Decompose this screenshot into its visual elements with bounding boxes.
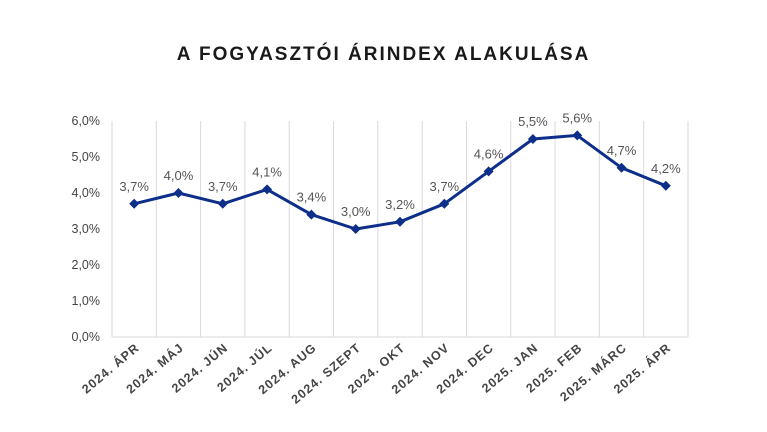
data-label: 4,7% [607, 143, 637, 158]
chart-title: A FOGYASZTÓI ÁRINDEX ALAKULÁSA [176, 44, 591, 65]
data-label: 3,7% [119, 179, 149, 194]
data-point-marker [616, 162, 627, 173]
data-point-marker [129, 198, 140, 209]
data-point-marker [572, 130, 583, 141]
data-label: 4,1% [252, 164, 282, 179]
y-tick-label: 3,0% [72, 222, 101, 236]
data-label: 3,2% [385, 197, 415, 212]
data-label: 4,2% [651, 161, 681, 176]
y-tick-label: 2,0% [72, 258, 101, 272]
data-label: 5,5% [518, 114, 548, 129]
data-label: 3,4% [297, 190, 327, 205]
data-label: 4,0% [164, 168, 194, 183]
data-point-marker [173, 188, 184, 198]
data-point-marker [527, 134, 538, 144]
data-label: 5,6% [562, 110, 592, 125]
data-point-marker [217, 198, 228, 209]
data-point-marker [660, 180, 671, 191]
data-label: 3,7% [208, 179, 238, 194]
data-point-marker [439, 198, 450, 209]
data-label: 4,6% [474, 146, 504, 161]
y-tick-label: 6,0% [72, 114, 101, 128]
y-tick-label: 1,0% [72, 294, 101, 308]
data-point-marker [306, 209, 317, 220]
data-point-marker [483, 166, 494, 177]
data-point-marker [395, 216, 405, 227]
data-point-marker [262, 184, 273, 195]
y-tick-label: 5,0% [72, 150, 101, 164]
data-label: 3,0% [341, 204, 371, 219]
y-tick-label: 0,0% [72, 330, 101, 344]
y-tick-label: 4,0% [72, 186, 101, 200]
data-point-marker [350, 224, 361, 234]
data-label: 3,7% [429, 179, 459, 194]
